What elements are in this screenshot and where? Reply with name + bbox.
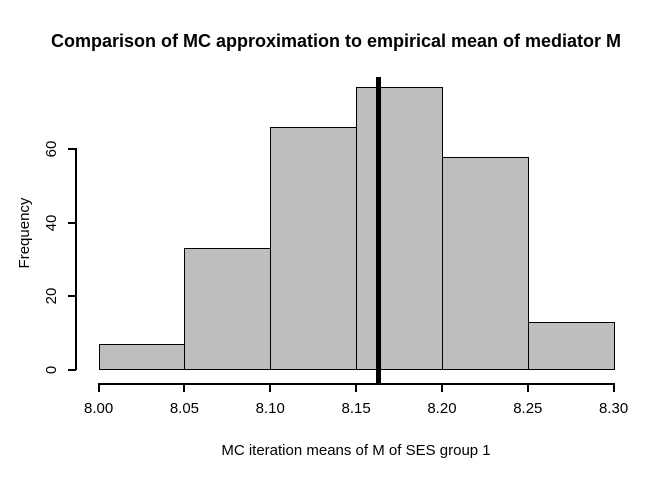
x-tick-label: 8.05	[169, 400, 200, 417]
x-axis-tick	[612, 382, 615, 392]
y-axis-tick	[68, 368, 76, 371]
y-tick-label: 60	[43, 140, 60, 158]
x-tick-label: 8.25	[513, 400, 543, 417]
y-axis-tick	[68, 221, 76, 224]
y-axis-tick	[68, 148, 76, 151]
y-tick-label: 0	[43, 365, 60, 374]
histogram-bar	[356, 86, 443, 371]
x-tick-label: 8.15	[341, 400, 371, 417]
histogram-bar	[98, 343, 186, 371]
x-axis-tick	[440, 382, 443, 392]
x-axis-label: MC iteration means of M of SES group 1	[221, 442, 491, 459]
x-axis-tick	[269, 382, 272, 392]
y-tick-label: 20	[43, 287, 60, 305]
chart-title: Comparison of MC approximation to empiri…	[50, 31, 622, 51]
histogram-bar	[441, 156, 529, 371]
mean-vertical-line	[375, 77, 381, 383]
x-axis-tick	[97, 382, 100, 392]
y-tick-label: 40	[43, 214, 60, 231]
x-tick-label: 8.20	[427, 400, 457, 417]
x-axis-tick	[526, 382, 529, 392]
x-tick-label: 8.00	[83, 400, 114, 417]
x-axis-tick	[183, 382, 186, 392]
x-tick-label: 8.30	[599, 400, 629, 417]
histogram-bar	[527, 321, 615, 371]
histogram-bar	[270, 127, 358, 371]
y-axis-tick	[68, 295, 76, 298]
x-tick-label: 8.10	[255, 400, 285, 417]
y-axis-line	[75, 148, 77, 371]
histogram-bar	[184, 248, 272, 371]
x-axis-tick	[355, 382, 358, 392]
